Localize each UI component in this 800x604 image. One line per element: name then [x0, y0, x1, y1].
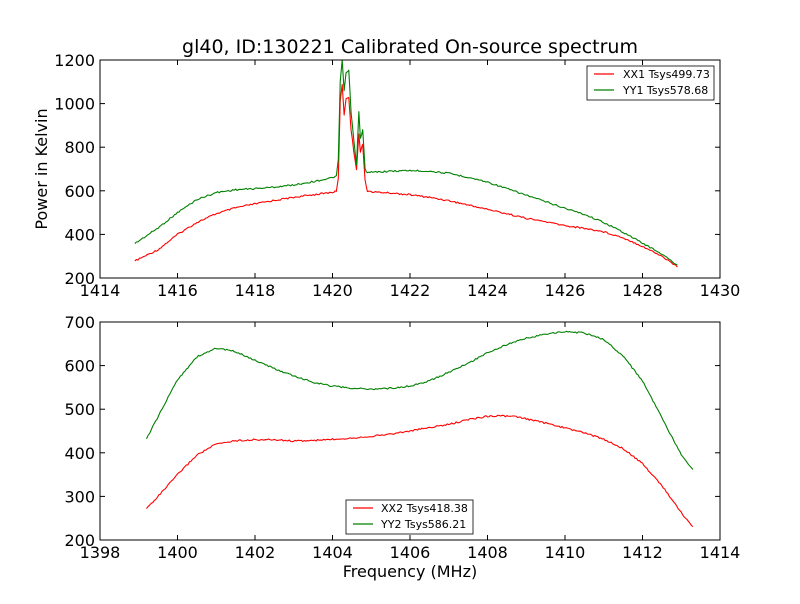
- bottom-x-tick-label-1: 1400: [157, 543, 198, 562]
- bottom-x-tick-label-5: 1408: [467, 543, 508, 562]
- top-plot-series: [134, 59, 678, 268]
- top-series-line-1: [134, 59, 678, 266]
- top-x-tick-label-8: 1430: [700, 281, 741, 300]
- top-x-tick-label-0: 1414: [80, 281, 121, 300]
- top-legend-label-xx1: XX1 Tsys499.73: [623, 68, 710, 81]
- bottom-x-tick-label-6: 1410: [545, 543, 586, 562]
- bottom-series-line-0: [146, 414, 694, 528]
- bottom-x-tick-label-4: 1406: [390, 543, 431, 562]
- bottom-x-tick-label-8: 1414: [700, 543, 741, 562]
- bottom-x-axis-label: Frequency (MHz): [343, 562, 477, 581]
- top-x-tick-label-3: 1420: [312, 281, 353, 300]
- bottom-y-tick-label-4: 600: [64, 357, 95, 376]
- top-x-tick-label-6: 1426: [545, 281, 586, 300]
- bottom-y-tick-label-3: 500: [64, 400, 95, 419]
- top-y-tick-label-2: 600: [64, 182, 95, 201]
- bottom-plot-ticks: 1398 1400 1402 1404 1406 1408 1410 1412 1414 200 3…: [64, 313, 740, 562]
- bottom-x-tick-label-7: 1412: [622, 543, 663, 562]
- chart-title: gl40, ID:130221 Calibrated On-source spe…: [182, 36, 638, 58]
- top-x-tick-label-5: 1424: [467, 281, 508, 300]
- bottom-legend-label-yy2: YY2 Tsys586.21: [380, 518, 466, 531]
- top-plot-panel: 1414 1416 1418 1420 1422 1424 1426 1428 1430 200 4…: [32, 51, 740, 300]
- bottom-x-tick-label-0: 1398: [80, 543, 121, 562]
- top-x-tick-label-2: 1418: [235, 281, 276, 300]
- top-y-axis-label: Power in Kelvin: [32, 108, 51, 229]
- bottom-y-tick-label-0: 200: [64, 531, 95, 550]
- top-y-tick-label-1: 400: [64, 225, 95, 244]
- top-y-tick-label-3: 800: [64, 138, 95, 157]
- bottom-plot-series: [145, 330, 694, 528]
- bottom-legend-box: [345, 499, 474, 535]
- top-x-tick-label-7: 1428: [622, 281, 663, 300]
- bottom-legend: XX2 Tsys418.38 YY2 Tsys586.21: [345, 499, 474, 535]
- bottom-series-line-1: [145, 330, 694, 470]
- top-x-tick-label-1: 1416: [157, 281, 198, 300]
- top-plot-ticks: 1414 1416 1418 1420 1422 1424 1426 1428 1430 200 4…: [54, 51, 740, 300]
- top-legend-label-yy1: YY1 Tsys578.68: [622, 84, 708, 97]
- bottom-plot-panel: 1398 1400 1402 1404 1406 1408 1410 1412 1414 200 3…: [64, 313, 740, 581]
- top-legend: XX1 Tsys499.73 YY1 Tsys578.68: [586, 65, 715, 101]
- top-legend-box: [586, 65, 715, 101]
- bottom-legend-label-xx2: XX2 Tsys418.38: [381, 502, 468, 515]
- top-y-tick-label-4: 1000: [54, 95, 95, 114]
- bottom-y-tick-label-5: 700: [64, 313, 95, 332]
- top-series-line-0: [134, 83, 678, 268]
- bottom-y-tick-label-2: 400: [64, 444, 95, 463]
- top-y-tick-label-0: 200: [64, 269, 95, 288]
- bottom-x-tick-label-2: 1402: [235, 543, 276, 562]
- bottom-y-tick-label-1: 300: [64, 487, 95, 506]
- bottom-x-tick-label-3: 1404: [312, 543, 353, 562]
- top-x-tick-label-4: 1422: [390, 281, 431, 300]
- top-y-tick-label-5: 1200: [54, 51, 95, 70]
